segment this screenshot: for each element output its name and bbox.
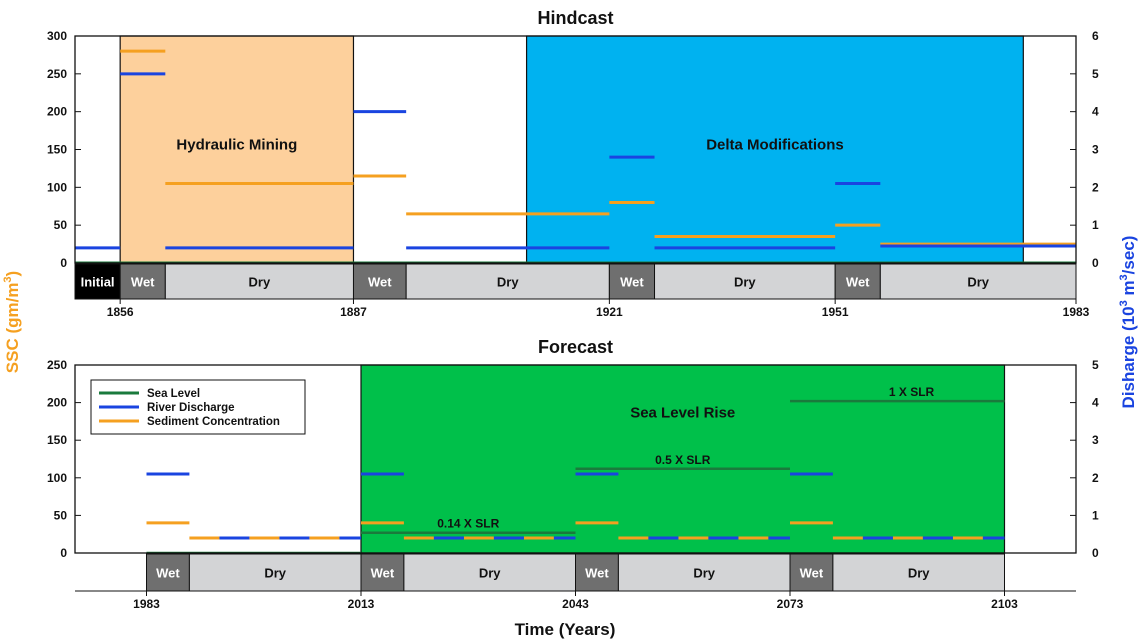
legend-label: Sea Level	[147, 388, 200, 400]
y-tick-label: 200	[47, 396, 67, 410]
y-tick-label: 50	[54, 218, 68, 232]
sea-level-label: 1 X SLR	[889, 385, 935, 399]
y2-tick-label: 5	[1092, 67, 1099, 81]
period-box-wet	[360, 553, 405, 592]
y2-tick-label: 3	[1092, 143, 1099, 157]
period-label: Wet	[371, 566, 395, 581]
period-box-dry	[879, 263, 1077, 300]
period-label: Dry	[264, 566, 286, 581]
sea-level-label: 0.14 X SLR	[437, 517, 499, 531]
y2-tick-label: 0	[1092, 546, 1099, 560]
x-tick-label: 2103	[991, 597, 1018, 611]
x-tick-label: 1983	[1063, 305, 1090, 319]
y-tick-label: 150	[47, 143, 67, 157]
y-tick-label: 250	[47, 67, 67, 81]
x-axis-label: Time (Years)	[515, 620, 616, 639]
period-label: Wet	[131, 275, 155, 290]
period-label: Dry	[249, 275, 271, 290]
period-label: Wet	[846, 275, 870, 290]
period-box-dry	[164, 263, 354, 300]
period-box-dry	[403, 553, 576, 592]
period-label: Dry	[734, 275, 756, 290]
y2-tick-label: 0	[1092, 256, 1099, 270]
legend: Sea Level River Discharge Sediment Concent…	[90, 379, 306, 435]
period-box-dry	[405, 263, 610, 300]
y-axis-left-label: SSC (gm/m3)	[2, 271, 22, 373]
period-box-dry	[832, 553, 1006, 592]
y2-tick-label: 2	[1092, 471, 1099, 485]
sea-level-label: 0.5 X SLR	[655, 453, 711, 467]
y-tick-label: 100	[47, 471, 67, 485]
period-box-wet	[352, 263, 407, 300]
panel-title: Forecast	[538, 337, 613, 357]
period-label: Wet	[800, 566, 824, 581]
region-label: Hydraulic Mining	[176, 137, 297, 154]
y2-tick-label: 1	[1092, 218, 1099, 232]
y-tick-label: 300	[47, 29, 67, 43]
period-label: Initial	[81, 275, 115, 290]
y2-tick-label: 4	[1092, 105, 1099, 119]
region-label: Sea Level Rise	[630, 405, 735, 422]
plot-frame	[74, 364, 1077, 554]
period-label: Wet	[620, 275, 644, 290]
y-axis-right-label: Disharge (103 m3/sec)	[1118, 236, 1138, 409]
y-tick-label: 0	[60, 546, 67, 560]
period-label: Dry	[497, 275, 519, 290]
period-label: Dry	[967, 275, 989, 290]
region-label: Delta Modifications	[706, 137, 844, 154]
period-box-wet	[575, 553, 619, 592]
x-tick-label: 1983	[133, 597, 160, 611]
period-box-wet	[834, 263, 881, 300]
y2-tick-label: 3	[1092, 433, 1099, 447]
y-tick-label: 250	[47, 358, 67, 372]
legend-label: Sediment Concentration	[147, 416, 280, 428]
x-tick-label: 1921	[596, 305, 623, 319]
y-tick-label: 200	[47, 105, 67, 119]
y-tick-label: 100	[47, 180, 67, 194]
period-box-wet	[789, 553, 834, 592]
x-tick-label: 2043	[562, 597, 589, 611]
period-box-dry	[188, 553, 362, 592]
y-tick-label: 150	[47, 433, 67, 447]
period-box-wet	[146, 553, 190, 592]
x-tick-label: 2073	[777, 597, 804, 611]
x-tick-label: 1951	[822, 305, 849, 319]
region-sea-level-rise	[360, 364, 1006, 554]
period-label: Wet	[368, 275, 392, 290]
period-box-initial	[74, 263, 121, 300]
y2-tick-label: 6	[1092, 29, 1099, 43]
y-tick-label: 0	[60, 256, 67, 270]
x-tick-label: 1856	[107, 305, 134, 319]
y2-tick-label: 1	[1092, 508, 1099, 522]
period-label: Dry	[908, 566, 930, 581]
period-label: Dry	[693, 566, 715, 581]
panel-title: Hindcast	[537, 8, 613, 28]
y2-tick-label: 2	[1092, 180, 1099, 194]
forecast-panel: Sea Level Rise 0.14 X SLR 0.5 X SLR 1 X SLR…	[47, 337, 1099, 611]
y2-tick-label: 5	[1092, 358, 1099, 372]
x-tick-label: 2013	[348, 597, 375, 611]
period-label: Wet	[156, 566, 180, 581]
hindcast-panel: Hydraulic Mining Delta Modifications05010…	[47, 8, 1099, 319]
period-box-dry	[617, 553, 791, 592]
period-label: Dry	[479, 566, 501, 581]
y-tick-label: 50	[54, 508, 68, 522]
x-tick-label: 1887	[340, 305, 367, 319]
period-label: Wet	[585, 566, 609, 581]
legend-label: River Discharge	[147, 402, 235, 414]
y2-tick-label: 4	[1092, 396, 1099, 410]
